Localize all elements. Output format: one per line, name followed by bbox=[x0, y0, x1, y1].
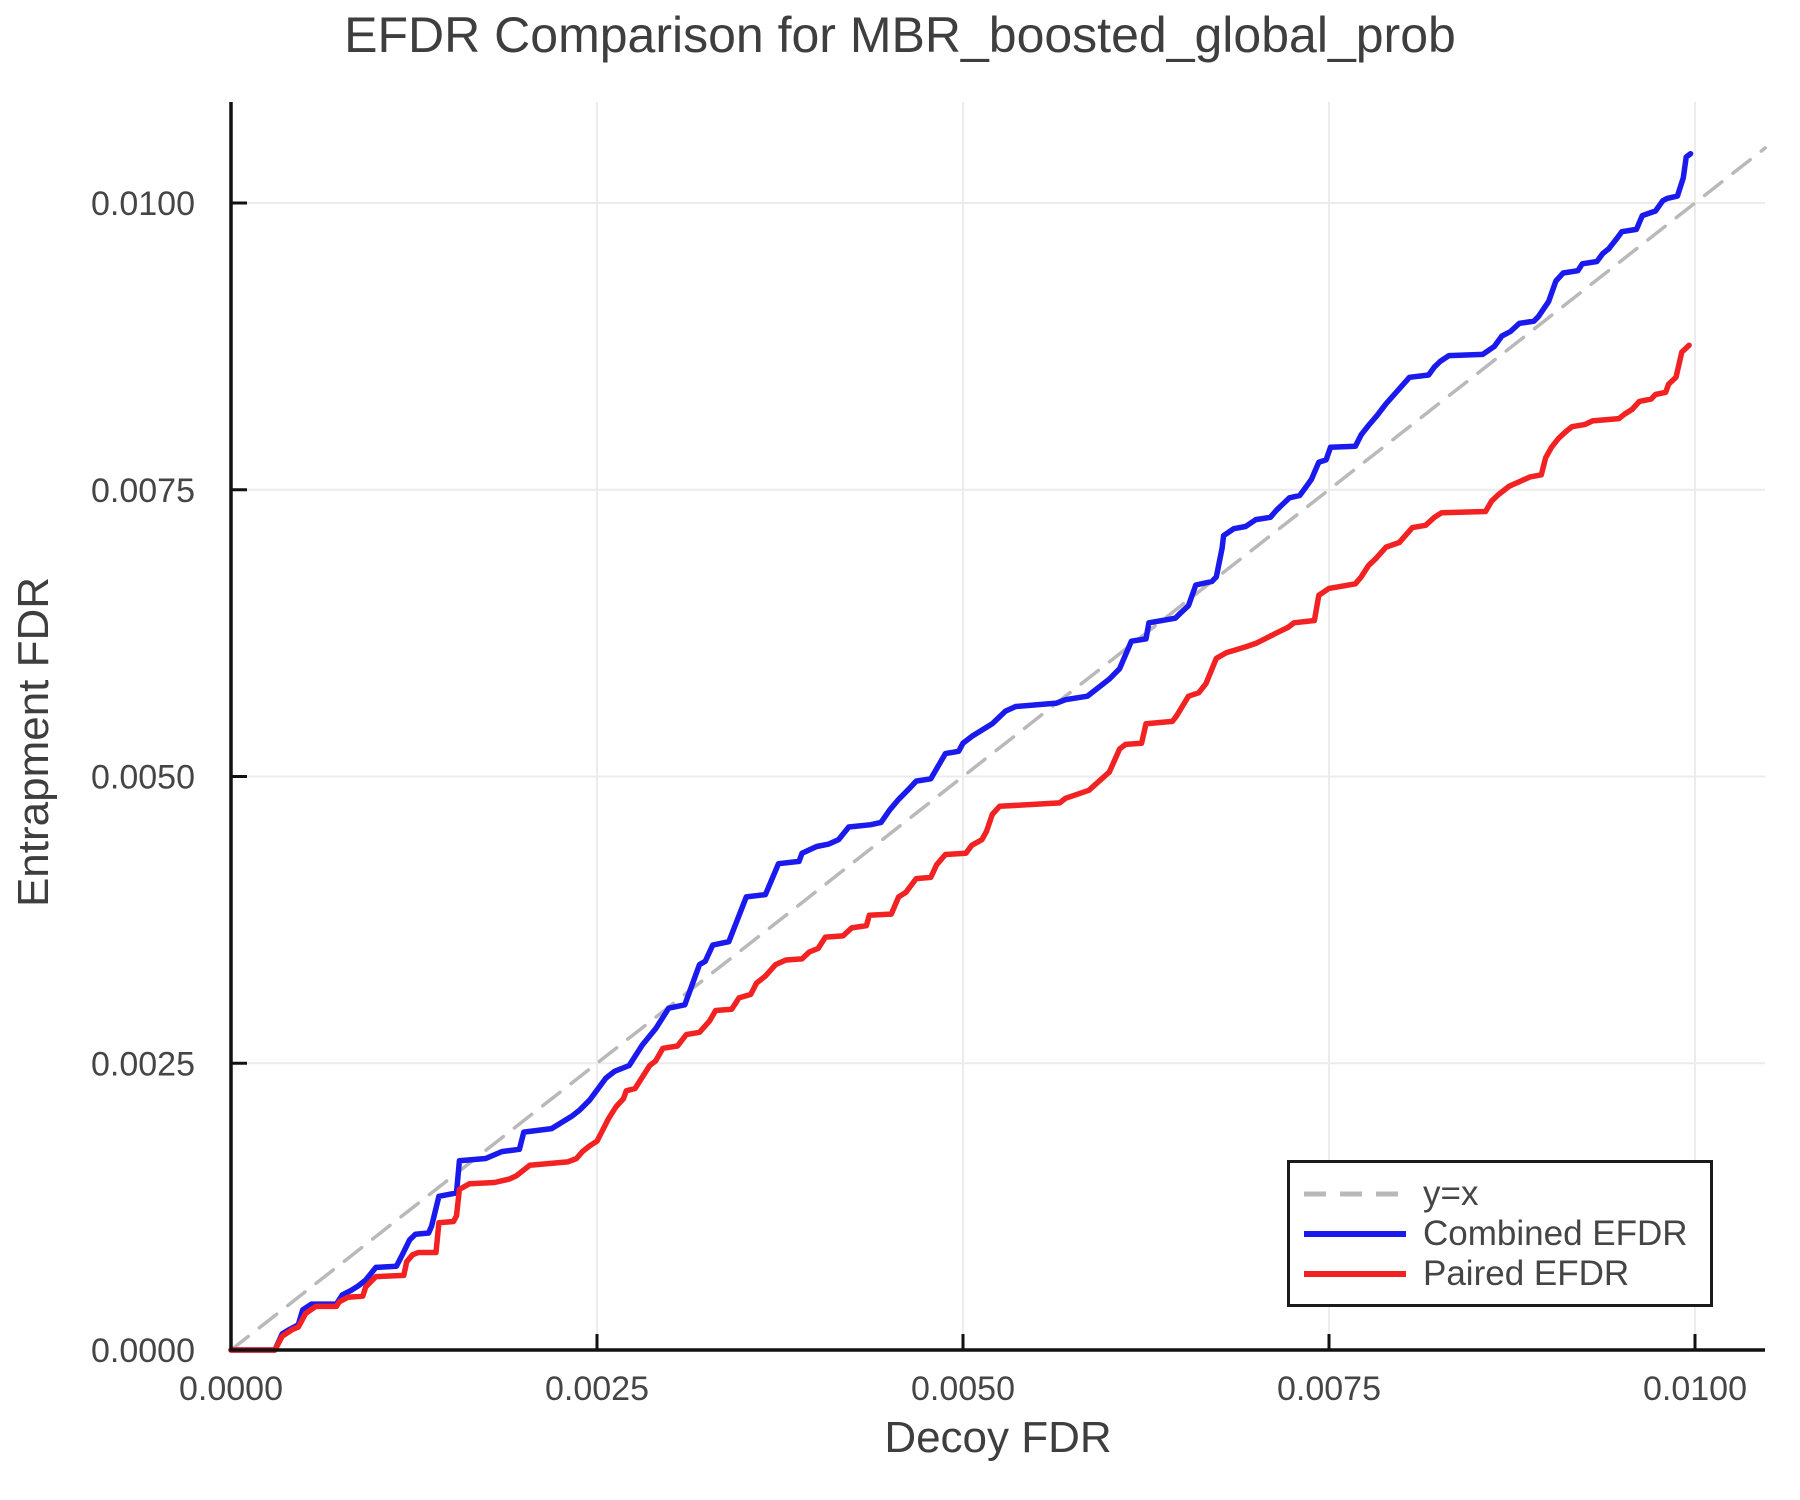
legend: y=x Combined EFDR Paired EFDR bbox=[1287, 1160, 1713, 1307]
y-tick-label: 0.0100 bbox=[91, 185, 195, 223]
y-tick-label: 0.0000 bbox=[91, 1332, 195, 1370]
yx-dashed-line-swatch bbox=[1304, 1191, 1406, 1196]
paired-efdr-line bbox=[228, 342, 1692, 1353]
x-tick-label: 0.0050 bbox=[911, 1370, 1015, 1408]
x-tick-label: 0.0025 bbox=[545, 1370, 649, 1408]
x-tick-label: 0.0000 bbox=[179, 1370, 283, 1408]
y-tick-label: 0.0050 bbox=[91, 759, 195, 797]
paired-efdr-line-swatch bbox=[1304, 1270, 1406, 1277]
legend-label-combined-efdr: Combined EFDR bbox=[1423, 1214, 1688, 1253]
legend-label-yx: y=x bbox=[1423, 1174, 1479, 1213]
x-axis-label: Decoy FDR bbox=[884, 1413, 1112, 1462]
yx-reference-line bbox=[229, 146, 1768, 1352]
legend-item-yx: y=x bbox=[1302, 1175, 1710, 1212]
legend-item-paired-efdr: Paired EFDR bbox=[1302, 1255, 1710, 1292]
combined-efdr-line-swatch bbox=[1304, 1230, 1406, 1237]
y-tick-label: 0.0075 bbox=[91, 472, 195, 510]
x-tick-label: 0.0075 bbox=[1277, 1370, 1381, 1408]
x-tick-label: 0.0100 bbox=[1643, 1370, 1747, 1408]
y-tick-label: 0.0025 bbox=[91, 1045, 195, 1083]
chart-title: EFDR Comparison for MBR_boosted_global_p… bbox=[344, 7, 1456, 63]
legend-label-paired-efdr: Paired EFDR bbox=[1423, 1254, 1630, 1293]
legend-item-combined-efdr: Combined EFDR bbox=[1302, 1215, 1710, 1252]
combined-efdr-line bbox=[228, 150, 1694, 1353]
